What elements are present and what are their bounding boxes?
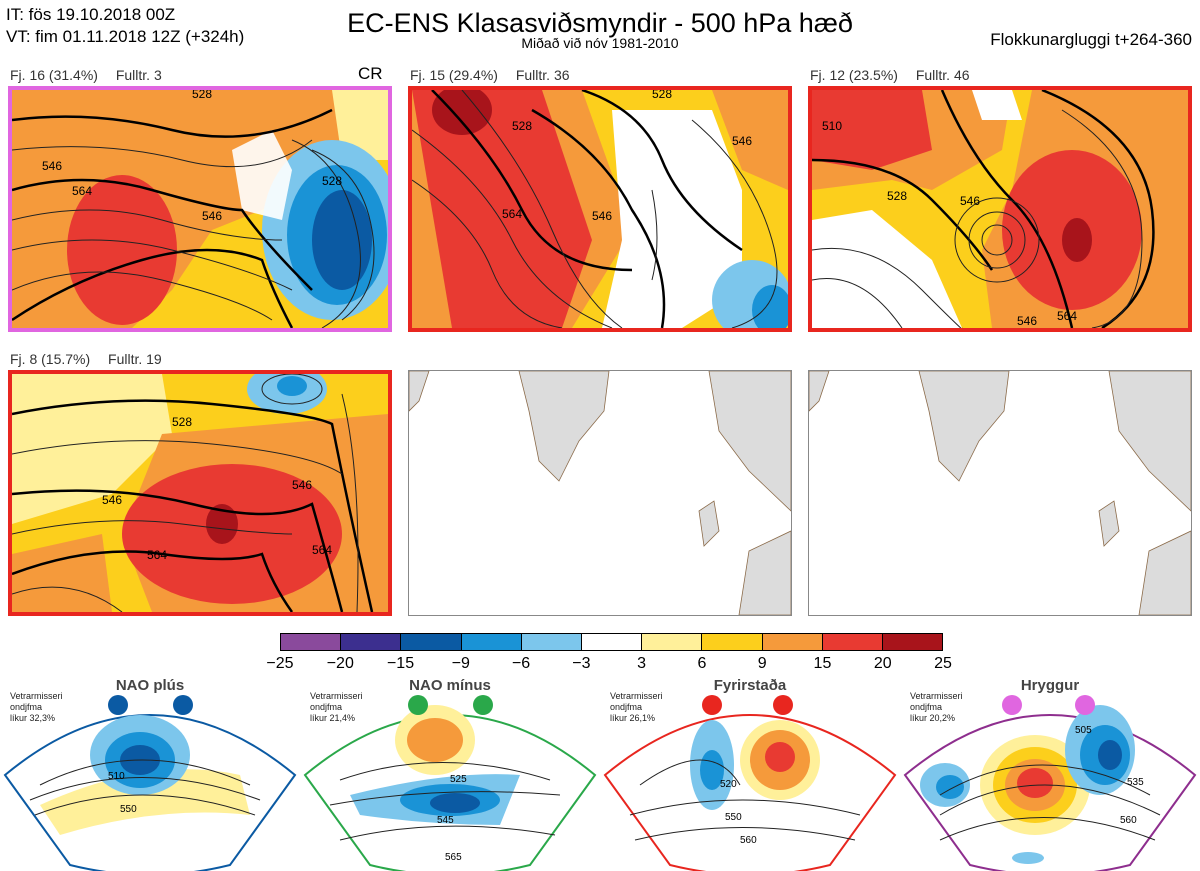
regime-prob: Vetrarmisseri ondjfma líkur 20,2% bbox=[910, 691, 963, 723]
page-subtitle: Miðað við nóv 1981-2010 bbox=[521, 35, 679, 51]
panel-3-label: Fj. 12 (23.5%) Fulltr. 46 bbox=[810, 67, 984, 83]
regime-ridge: 505 535 560 Hryggur Vetrarmisseri ondjfma… bbox=[900, 675, 1200, 871]
colorbar bbox=[280, 633, 943, 651]
members-label: Fulltr. 46 bbox=[915, 67, 970, 83]
classification-window: Flokkunargluggi t+264-360 bbox=[990, 30, 1192, 49]
contour-label: 546 bbox=[102, 493, 122, 507]
cluster-map-1[interactable]: 564 528 546 546 528 bbox=[8, 86, 392, 332]
contour-label: 546 bbox=[202, 209, 222, 223]
contour-label: 564 bbox=[147, 548, 167, 562]
colorbar-tick-label: 3 bbox=[637, 655, 647, 672]
regime-nao-plus: 510 550 NAO plús Vetrarmisseri ondjfma lík… bbox=[0, 675, 300, 871]
colorbar-segment bbox=[882, 634, 943, 650]
colorbar-segment bbox=[401, 634, 462, 650]
colorbar-segment bbox=[521, 634, 582, 650]
contour-label: 520 bbox=[720, 779, 737, 790]
colorbar-tick-label: −3 bbox=[572, 655, 591, 672]
contour-label: 546 bbox=[732, 134, 752, 148]
colorbar-segment bbox=[281, 634, 342, 650]
members-label: Fulltr. 3 bbox=[115, 67, 162, 83]
colorbar-segment bbox=[581, 634, 643, 650]
cluster-label: Fj. 15 (29.4%) bbox=[410, 67, 498, 83]
cluster-label: Fj. 12 (23.5%) bbox=[810, 67, 898, 83]
contour-label: 545 bbox=[437, 815, 454, 826]
contour-label: 528 bbox=[512, 119, 532, 133]
contour-label: 550 bbox=[725, 812, 742, 823]
cluster-label: Fj. 8 (15.7%) bbox=[10, 351, 91, 367]
cluster-map-4[interactable]: 528 546 564 546 564 bbox=[8, 370, 392, 616]
regime-name: NAO mínus bbox=[409, 677, 491, 694]
contour-label: 535 bbox=[1127, 777, 1144, 788]
contour-label: 546 bbox=[960, 194, 980, 208]
contour-label: 510 bbox=[822, 119, 842, 133]
regime-nao-minus: 525 545 565 NAO mínus Vetrarmisseri ondjf… bbox=[300, 675, 600, 871]
colorbar-tick-label: 20 bbox=[873, 655, 892, 672]
colorbar-tick-label: 15 bbox=[813, 655, 832, 672]
contour-label: 528 bbox=[887, 189, 907, 203]
panel-1-label: Fj. 16 (31.4%) Fulltr. 3 bbox=[10, 67, 176, 83]
panel-4-label: Fj. 8 (15.7%) Fulltr. 19 bbox=[10, 351, 176, 367]
colorbar-tick-label: 6 bbox=[697, 655, 707, 672]
contour-label: 525 bbox=[450, 774, 467, 785]
colorbar-tick-label: 25 bbox=[934, 655, 952, 672]
contour-label: 564 bbox=[1057, 309, 1077, 323]
cluster-map-3[interactable]: 510 528 546 564 546 bbox=[808, 86, 1192, 332]
contour-label: 528 bbox=[652, 90, 672, 101]
contour-label: 546 bbox=[292, 478, 312, 492]
contour-label: 505 bbox=[1075, 725, 1092, 736]
contour-label: 564 bbox=[312, 543, 332, 557]
contour-label: 528 bbox=[192, 90, 212, 101]
colorbar-segment bbox=[642, 634, 703, 650]
colorbar-segment bbox=[762, 634, 823, 650]
regime-name: Hryggur bbox=[1020, 677, 1080, 694]
contour-label: 560 bbox=[740, 835, 757, 846]
colorbar-segment bbox=[341, 634, 402, 650]
colorbar-tick-label: −6 bbox=[511, 655, 531, 672]
initial-time: IT: fös 19.10.2018 00Z bbox=[6, 5, 176, 24]
header-title-block: EC-ENS Klasasviðsmyndir - 500 hPa hæð Mi… bbox=[0, 8, 1200, 51]
colorbar-tick-label: 9 bbox=[757, 655, 767, 672]
contour-label: 546 bbox=[592, 209, 612, 223]
panel-2-label: Fj. 15 (29.4%) Fulltr. 36 bbox=[410, 67, 584, 83]
empty-map-5 bbox=[408, 370, 792, 616]
members-label: Fulltr. 19 bbox=[108, 351, 162, 367]
cluster-map-2[interactable]: 564 528 546 546 528 bbox=[408, 86, 792, 332]
valid-time: VT: fim 01.11.2018 12Z (+324h) bbox=[6, 27, 245, 46]
colorbar-tick-label: −15 bbox=[386, 655, 415, 672]
cr-badge: CR bbox=[358, 64, 383, 83]
contour-label: 528 bbox=[172, 415, 192, 429]
contour-label: 546 bbox=[1017, 314, 1037, 328]
colorbar-segment bbox=[822, 634, 883, 650]
empty-map-6 bbox=[808, 370, 1192, 616]
regime-name: Fyrirstaða bbox=[713, 677, 787, 694]
regime-prob: Vetrarmisseri ondjfma líkur 21,4% bbox=[310, 691, 363, 723]
regime-name: NAO plús bbox=[115, 677, 185, 694]
colorbar-segment bbox=[702, 634, 763, 650]
colorbar-tick-label: −25 bbox=[266, 655, 294, 672]
cluster-label: Fj. 16 (31.4%) bbox=[10, 67, 98, 83]
contour-label: 565 bbox=[445, 852, 462, 863]
page-title: EC-ENS Klasasviðsmyndir - 500 hPa hæð bbox=[347, 8, 853, 38]
contour-label: 550 bbox=[120, 804, 137, 815]
regime-blocking: 520 550 560 Fyrirstaða Vetrarmisseri ondj… bbox=[600, 675, 900, 871]
colorbar-tick-label: −9 bbox=[451, 655, 470, 672]
colorbar-tick-label: −20 bbox=[326, 655, 354, 672]
contour-label: 564 bbox=[72, 184, 92, 198]
colorbar-segment bbox=[461, 634, 522, 650]
contour-label: 510 bbox=[108, 771, 125, 782]
regime-prob: Vetrarmisseri ondjfma líkur 26,1% bbox=[610, 691, 663, 723]
contour-label: 560 bbox=[1120, 815, 1137, 826]
members-label: Fulltr. 36 bbox=[515, 67, 570, 83]
contour-label: 528 bbox=[322, 174, 342, 188]
header-info: IT: fös 19.10.2018 00Z VT: fim 01.11.201… bbox=[6, 4, 244, 48]
contour-label: 546 bbox=[42, 159, 62, 173]
regime-prob: Vetrarmisseri ondjfma líkur 32,3% bbox=[10, 691, 63, 723]
contour-label: 564 bbox=[502, 207, 522, 221]
